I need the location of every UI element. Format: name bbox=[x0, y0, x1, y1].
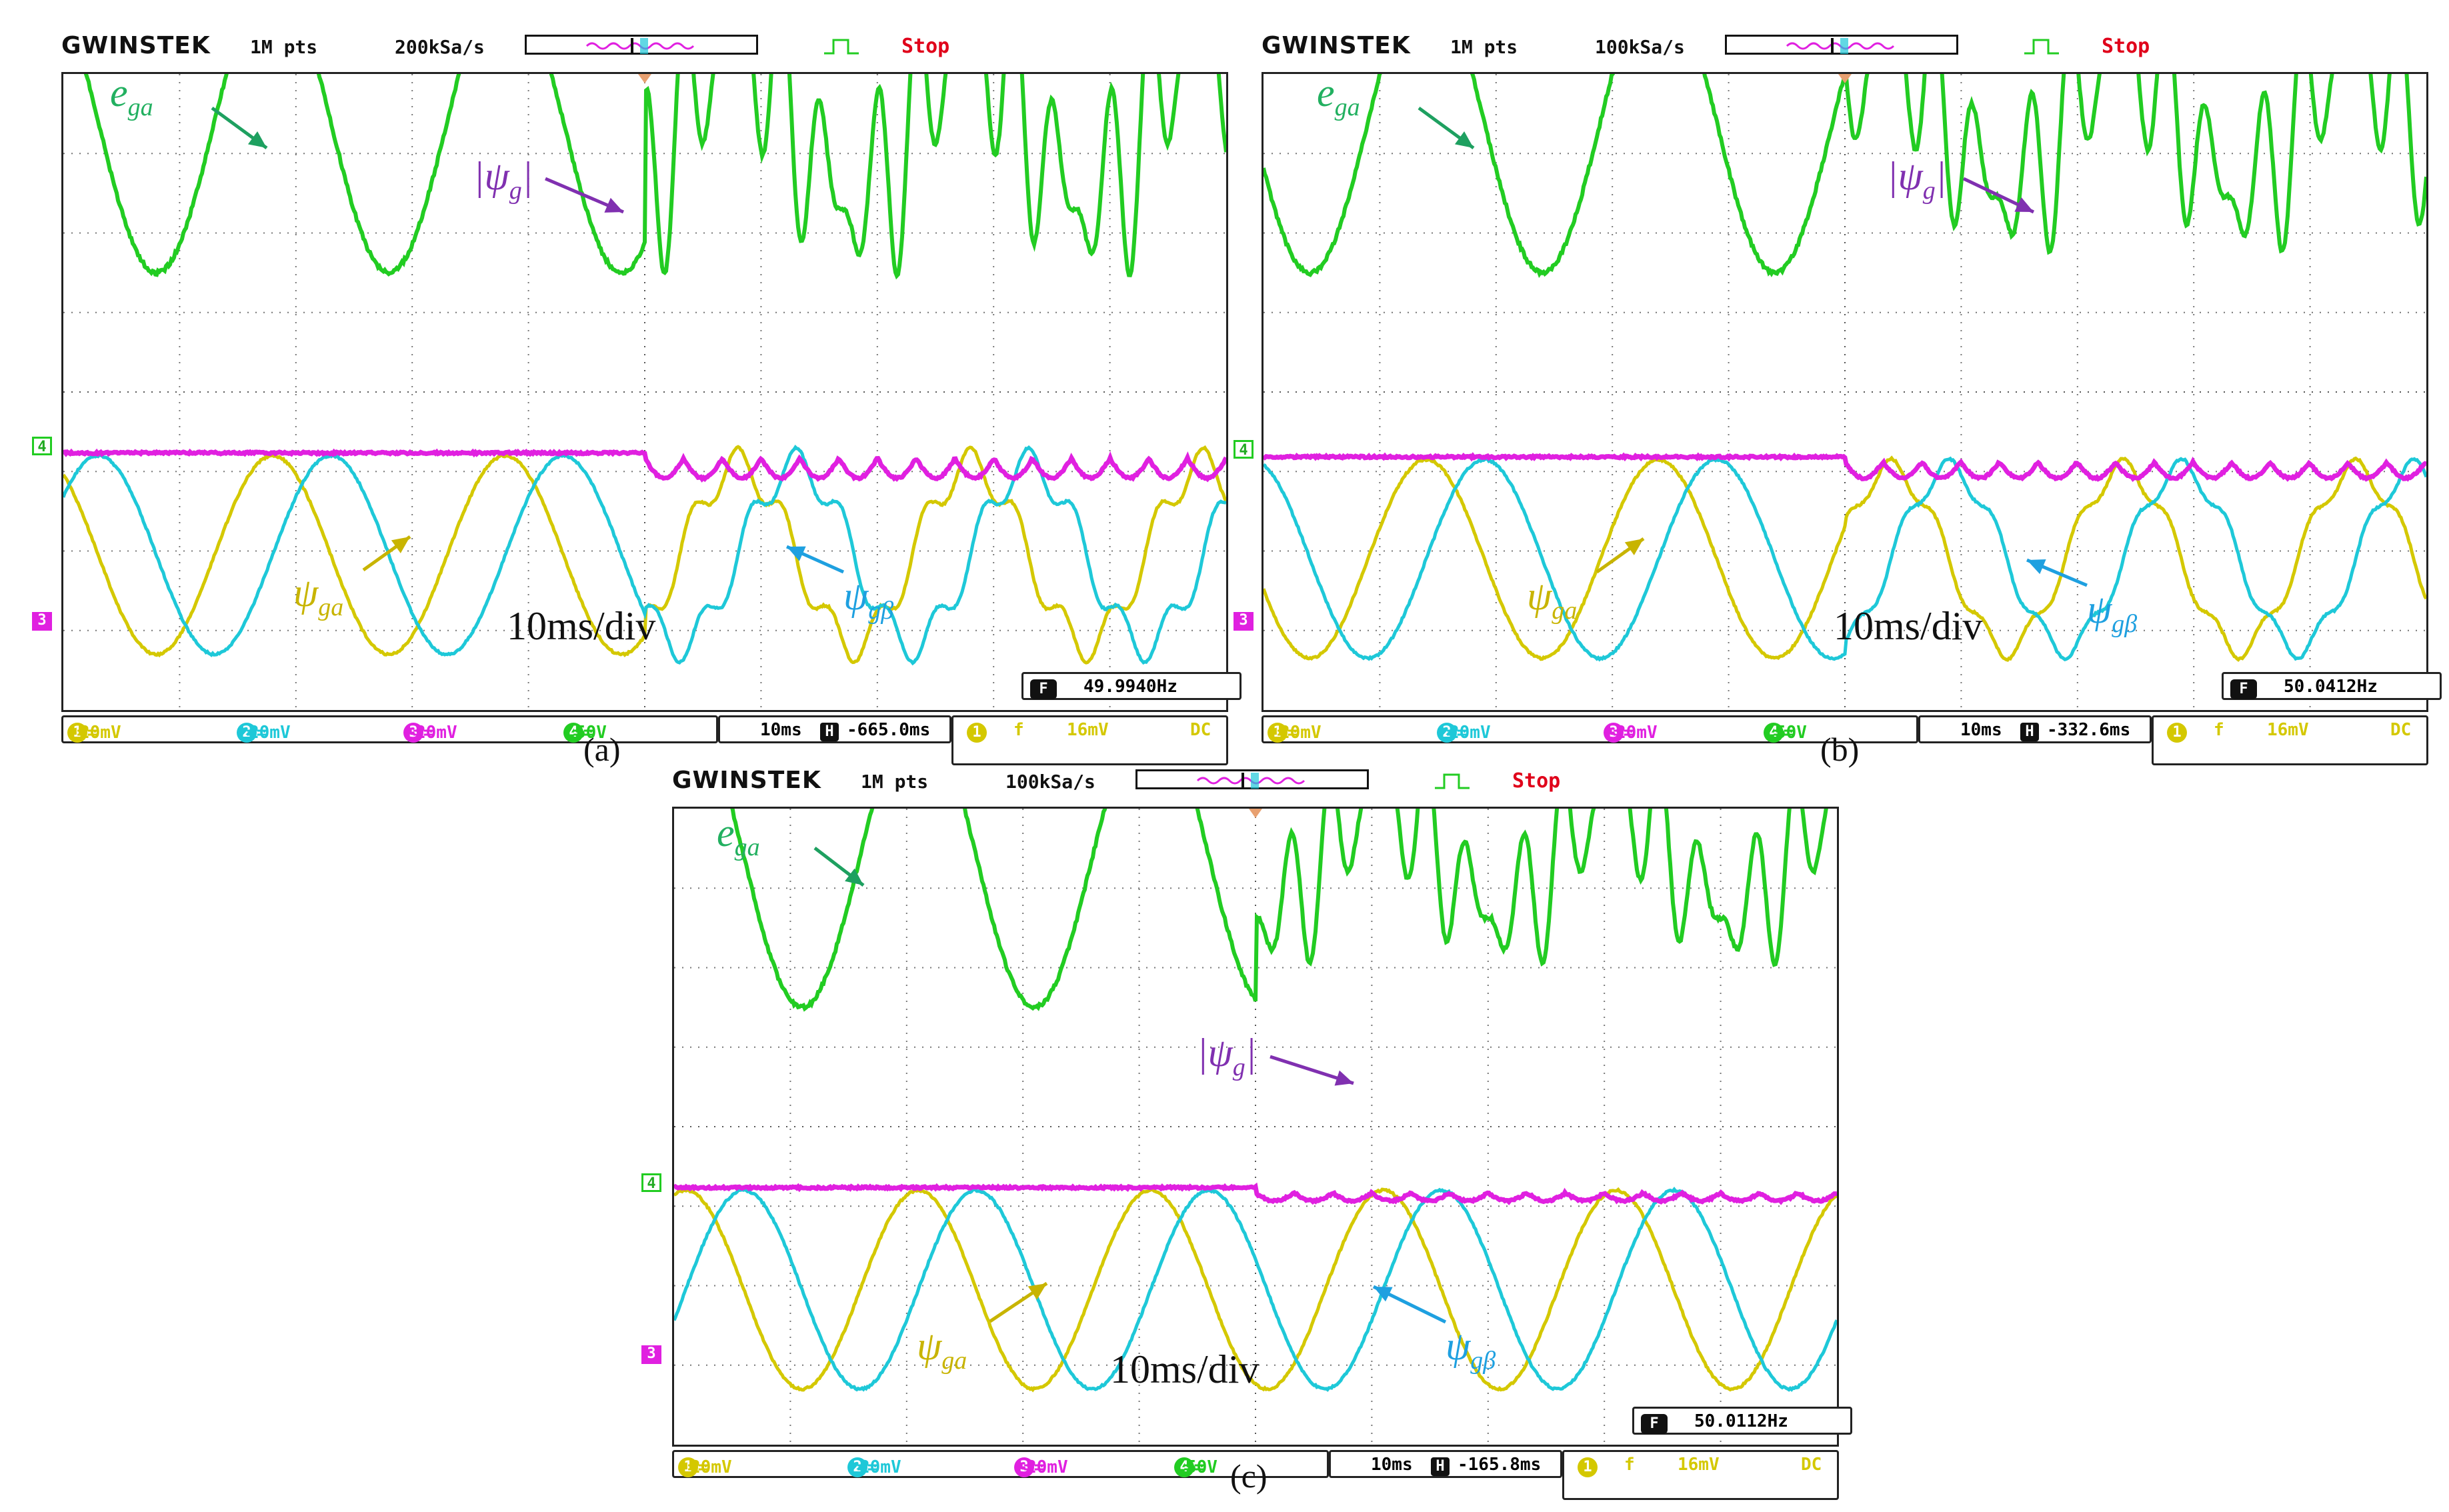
label-psi-ga: ψga bbox=[1527, 573, 1577, 625]
label-psi-gb-base: ψ bbox=[1446, 1324, 1470, 1368]
label-e-ga-base: e bbox=[110, 71, 128, 115]
label-psi-gb-subscript: gβ bbox=[868, 597, 893, 625]
channel-3-level-marker: 3 bbox=[641, 1345, 661, 1364]
arrow-psi-ga-head bbox=[1028, 1283, 1047, 1299]
label-e-ga-subscript: ga bbox=[1335, 93, 1360, 121]
arrow-psi-mag-head bbox=[1335, 1071, 1354, 1086]
label-psi-gb: ψgβ bbox=[2087, 587, 2137, 639]
channel-4-level-marker: 4 bbox=[641, 1173, 661, 1192]
label-psi-gb: ψgβ bbox=[1446, 1323, 1496, 1375]
label-psi-gb: ψgβ bbox=[843, 573, 893, 625]
label-psi-mag: |ψg| bbox=[473, 153, 533, 205]
arrow-e-ga-head bbox=[1455, 131, 1474, 148]
label-psi-mag-close: | bbox=[1936, 154, 1947, 198]
label-psi-gb-subscript: gβ bbox=[1470, 1347, 1496, 1375]
label-psi-gb-base: ψ bbox=[2087, 587, 2112, 631]
timebase-annotation: 10ms/div bbox=[1110, 1347, 1259, 1393]
label-e-ga: ega bbox=[1317, 70, 1360, 122]
label-psi-ga: ψga bbox=[293, 570, 343, 622]
label-psi-ga-subscript: ga bbox=[318, 593, 343, 621]
label-e-ga-subscript: ga bbox=[128, 93, 153, 121]
timebase-annotation: 10ms/div bbox=[507, 603, 655, 649]
label-psi-mag-subscript: g bbox=[1923, 177, 1936, 205]
label-psi-mag-base: |ψ bbox=[1887, 154, 1923, 198]
label-e-ga-base: e bbox=[717, 811, 735, 855]
label-psi-ga: ψga bbox=[917, 1323, 967, 1375]
arrow-e-ga-head bbox=[845, 869, 863, 885]
label-e-ga: ega bbox=[110, 70, 153, 122]
label-psi-ga-subscript: ga bbox=[1552, 597, 1577, 625]
label-psi-mag-base: |ψ bbox=[1197, 1031, 1233, 1075]
label-e-ga-base: e bbox=[1317, 71, 1335, 115]
channel-3-level-marker: 3 bbox=[32, 612, 52, 631]
arrow-psi-ga-head bbox=[391, 537, 410, 553]
label-psi-mag-close: | bbox=[1246, 1031, 1257, 1075]
label-psi-mag-subscript: g bbox=[1233, 1053, 1246, 1081]
label-psi-gb-subscript: gβ bbox=[2112, 610, 2137, 638]
label-psi-ga-subscript: ga bbox=[941, 1347, 967, 1375]
channel-4-level-marker: 4 bbox=[32, 437, 52, 455]
arrow-e-ga-head bbox=[248, 131, 267, 148]
label-psi-mag-base: |ψ bbox=[473, 154, 509, 198]
label-psi-ga-base: ψ bbox=[917, 1324, 941, 1368]
label-e-ga: ega bbox=[717, 810, 760, 862]
label-psi-mag-close: | bbox=[522, 154, 533, 198]
channel-3-level-marker: 3 bbox=[1234, 612, 1254, 631]
arrow-psi-ga-head bbox=[1625, 539, 1644, 555]
label-psi-gb-base: ψ bbox=[843, 574, 868, 618]
label-psi-mag: |ψg| bbox=[1887, 153, 1946, 205]
label-psi-ga-base: ψ bbox=[293, 571, 318, 615]
channel-4-level-marker: 4 bbox=[1234, 440, 1254, 459]
label-psi-mag: |ψg| bbox=[1197, 1030, 1256, 1082]
timebase-annotation: 10ms/div bbox=[1834, 603, 1982, 649]
label-e-ga-subscript: ga bbox=[735, 833, 760, 861]
label-psi-mag-subscript: g bbox=[509, 177, 522, 205]
label-psi-ga-base: ψ bbox=[1527, 574, 1552, 618]
